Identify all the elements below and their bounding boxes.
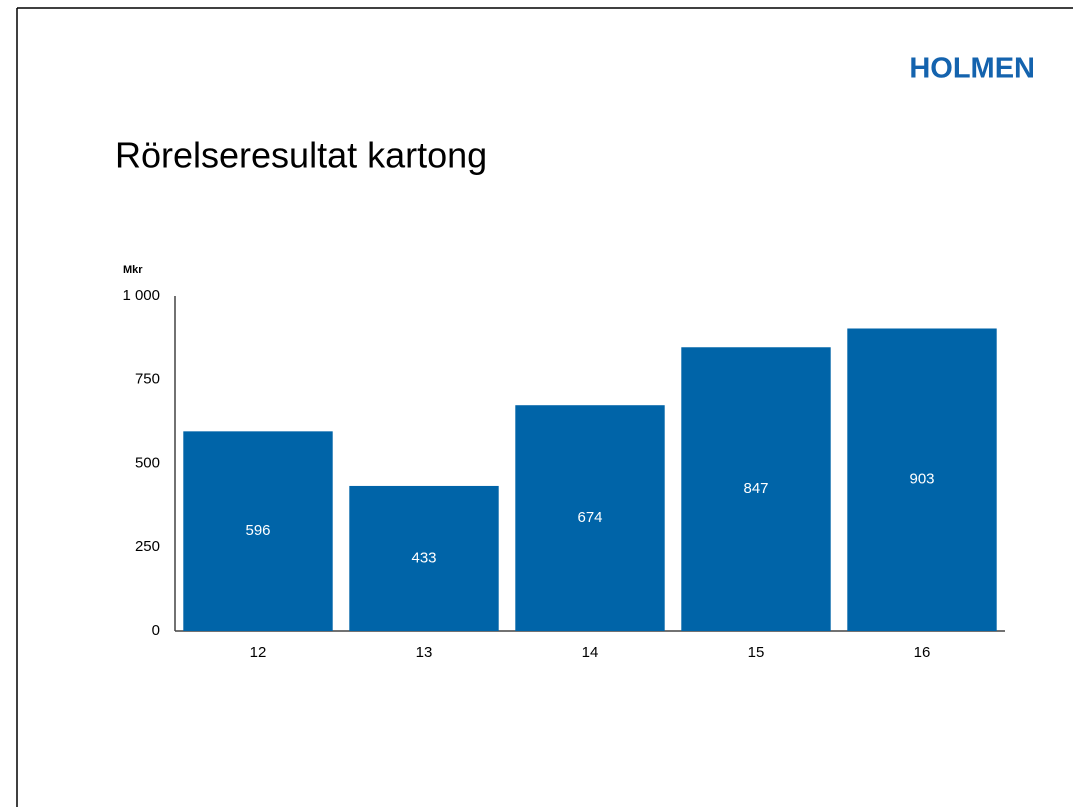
bar <box>847 328 997 631</box>
data-label: 596 <box>245 522 270 539</box>
data-label: 903 <box>909 471 934 488</box>
y-tick-label: 250 <box>135 538 160 555</box>
y-tick-label: 500 <box>135 454 160 471</box>
bar <box>681 347 831 631</box>
y-axis-label: Mkr <box>123 264 143 276</box>
data-label: 674 <box>577 509 602 526</box>
x-tick-label: 14 <box>582 644 599 661</box>
chart-title: Rörelseresultat kartong <box>115 135 487 176</box>
data-label: 847 <box>743 480 768 497</box>
x-tick-label: 15 <box>748 644 765 661</box>
x-tick-label: 13 <box>416 644 433 661</box>
bar <box>515 405 665 631</box>
y-tick-label: 0 <box>152 622 160 639</box>
x-tick-label: 12 <box>250 644 267 661</box>
bar <box>349 485 499 631</box>
logo: HOLMEN <box>909 53 1035 85</box>
y-tick-label: 1 000 <box>122 287 160 304</box>
y-tick-label: 750 <box>135 371 160 388</box>
bar <box>183 431 333 631</box>
x-tick-label: 16 <box>914 644 931 661</box>
data-label: 433 <box>411 549 436 566</box>
